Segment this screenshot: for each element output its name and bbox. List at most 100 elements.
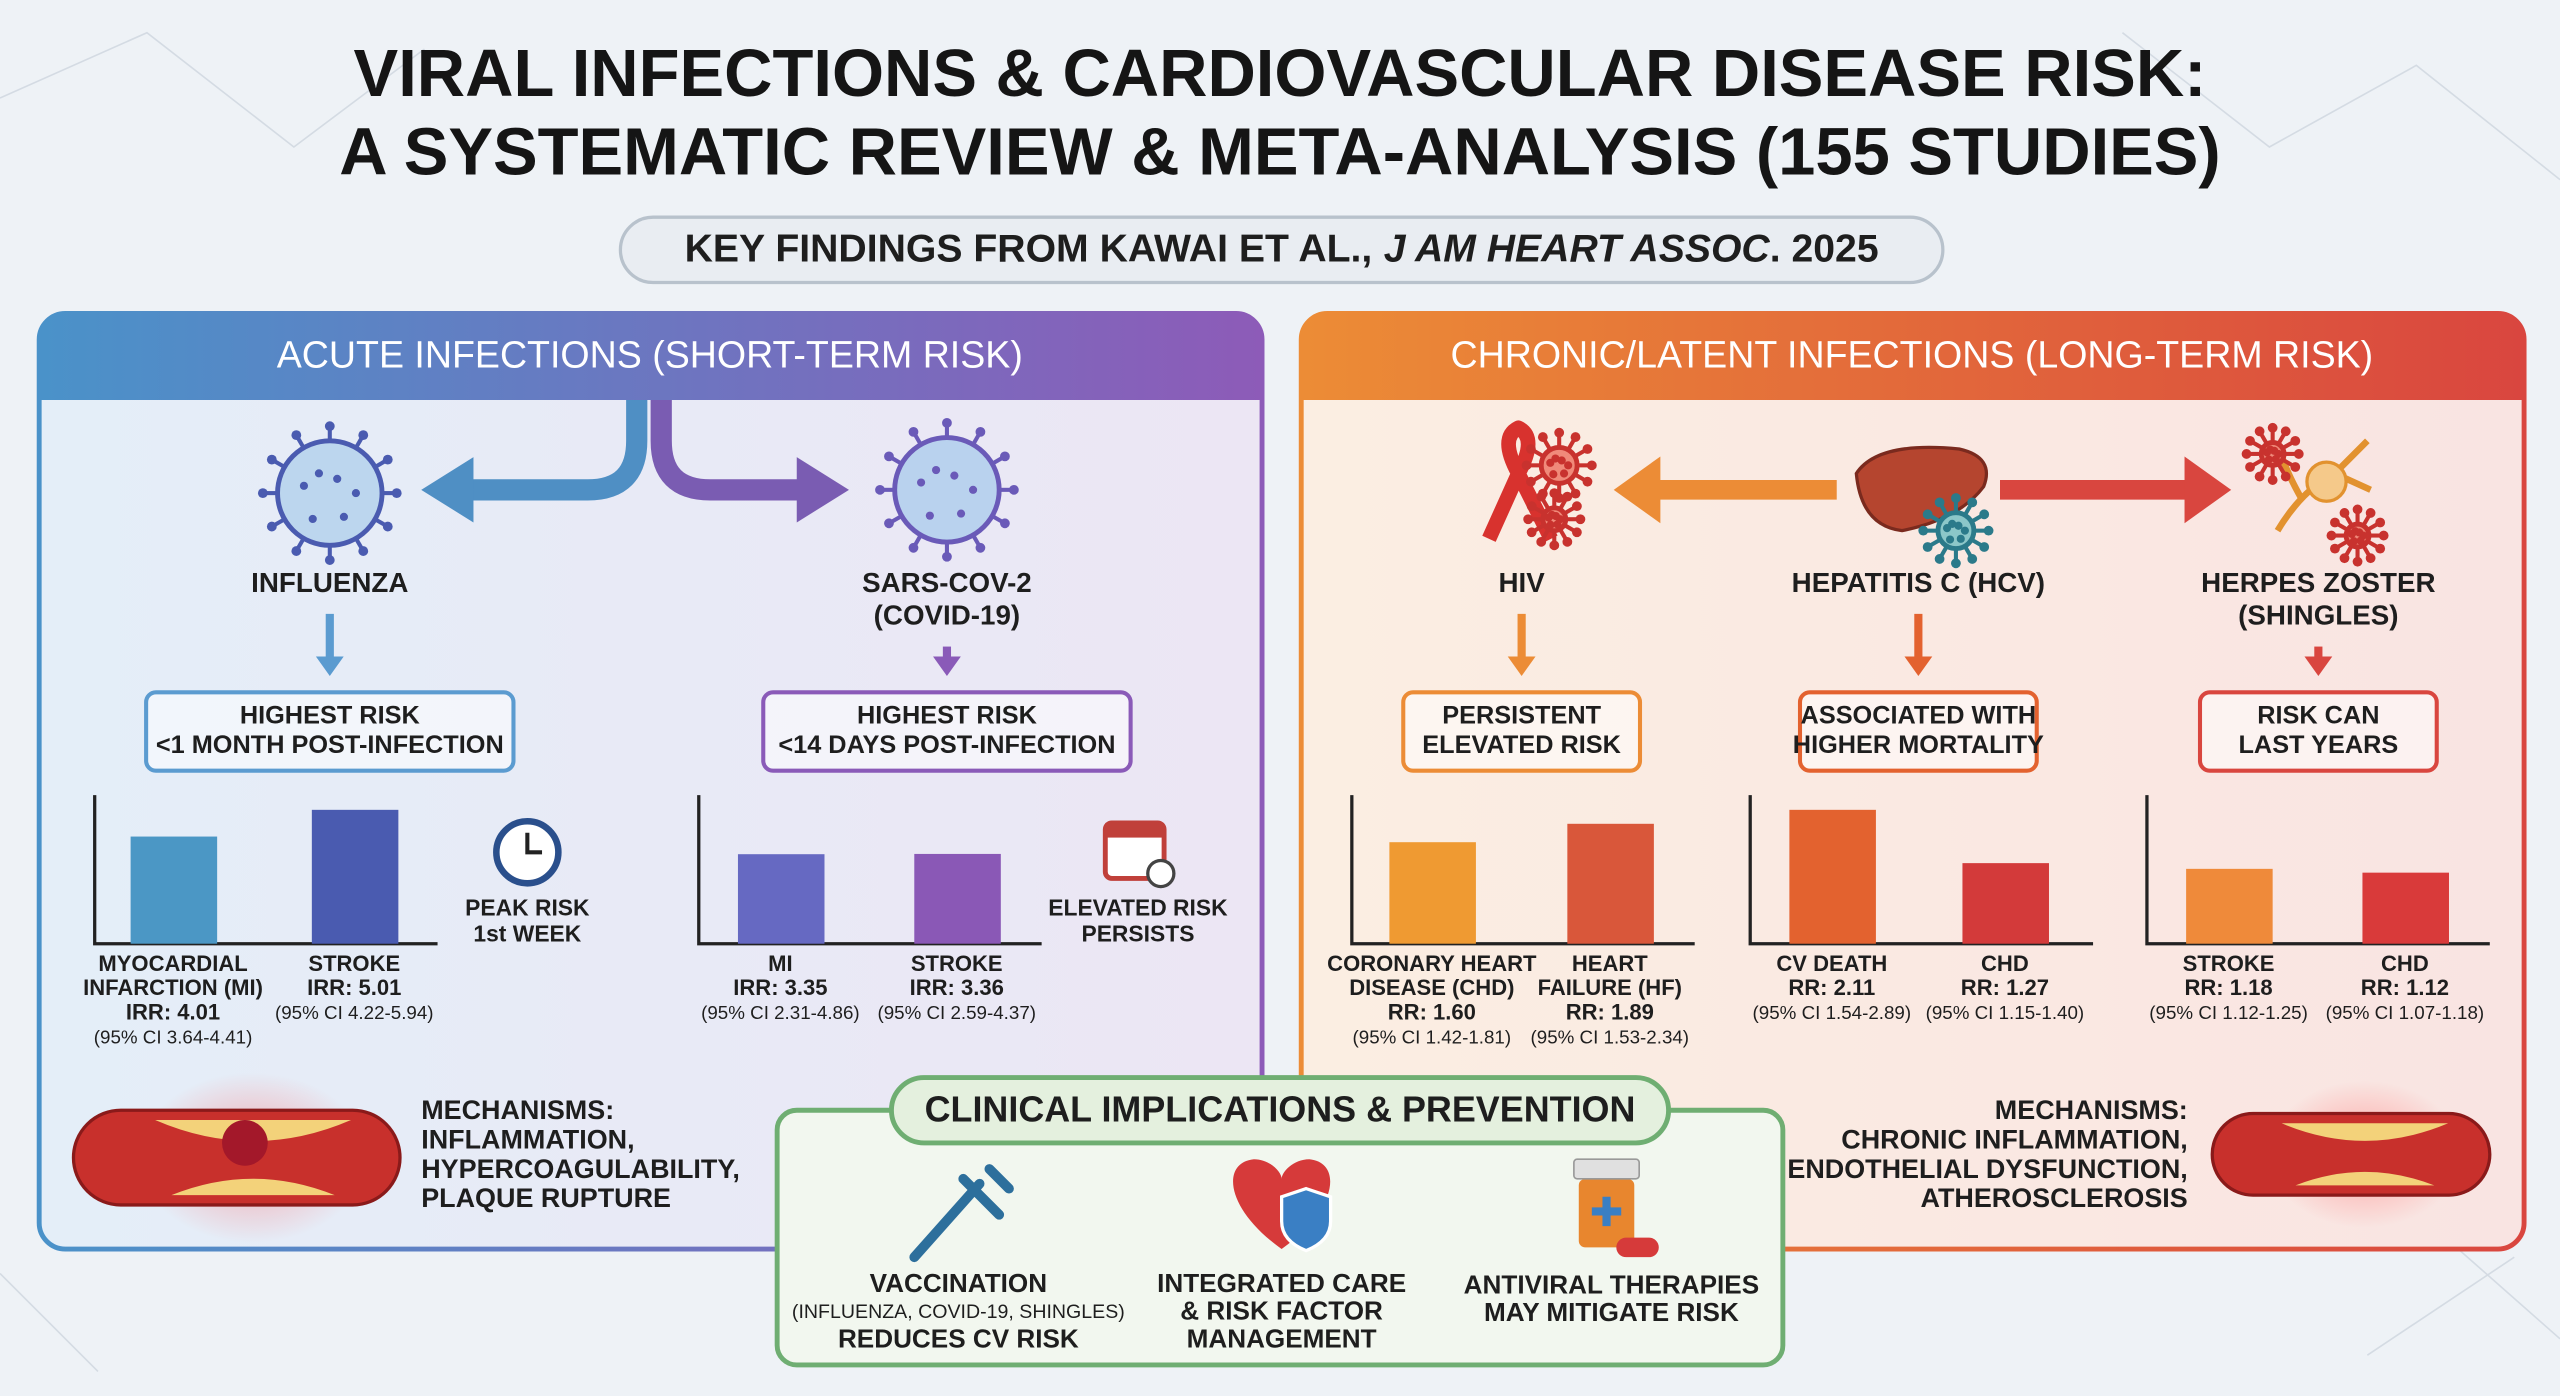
virus-spike-tip	[2245, 435, 2255, 446]
virus-spike-tip	[1951, 558, 1961, 569]
virus-spike-tip	[2267, 422, 2278, 433]
title-line: VIRAL INFECTIONS & CARDIOVASCULAR DISEAS…	[354, 36, 2207, 111]
virus-dot	[916, 478, 926, 487]
virus-spike-tip	[942, 551, 952, 562]
background-network	[0, 31, 2560, 1373]
virus-spike-tip	[2375, 543, 2386, 554]
virus-spike-tip	[2326, 530, 2337, 541]
bar-value-label: IRR: 4.01	[126, 1000, 220, 1025]
bar-label: INFARCTION (MI)	[83, 975, 263, 1000]
virus-spike-tip	[2290, 435, 2301, 446]
bar-label: STROKE	[308, 951, 400, 976]
arrow-head	[315, 656, 344, 676]
bar-value-label: RR: 1.12	[2361, 975, 2449, 1000]
virus-spike-tip	[358, 430, 369, 441]
bar-ci: (95% CI 1.12-1.25)	[2149, 1002, 2308, 1023]
chronic-header-band	[1301, 313, 2525, 401]
virus-spike-tip	[1549, 488, 1560, 498]
clot	[222, 1120, 268, 1166]
virus-dot	[1553, 520, 1562, 529]
bar	[914, 853, 1001, 944]
virus-spike-tip	[2365, 553, 2376, 564]
virus-spike-tip	[1526, 476, 1536, 487]
virus-body	[275, 438, 385, 548]
side-note: ELEVATED RISK	[1048, 894, 1228, 920]
virus-spike-tip	[1526, 501, 1537, 512]
implication-text: MANAGEMENT	[1187, 1323, 1377, 1353]
virus-spike-tip	[975, 542, 986, 553]
virus-icon	[2241, 422, 2304, 485]
infection-name: HEPATITIS C (HCV)	[1792, 567, 2045, 598]
virus-dot	[2355, 528, 2364, 537]
subtitle-journal: J AM HEART ASSOC	[1384, 228, 1771, 271]
virus-spike-tip	[1979, 542, 1990, 552]
risk-box	[1797, 690, 2039, 773]
virus-spike-tip	[382, 454, 393, 465]
virus-spike-tip	[391, 488, 402, 498]
virus-spike-tip	[324, 421, 335, 432]
infection-name: HERPES ZOSTER	[2201, 567, 2435, 598]
virus-body	[892, 435, 1002, 545]
bar-ci: (95% CI 1.53-2.34)	[1531, 1026, 1690, 1047]
virus-spike-tip	[291, 546, 302, 556]
virus-spike-tip	[1526, 527, 1537, 538]
risk-text: HIGHEST RISK	[240, 701, 421, 729]
shield-icon	[1280, 1186, 1333, 1253]
virus-spike-tip	[291, 430, 302, 441]
virus-spike-tip	[1586, 460, 1597, 471]
title-line: A SYSTEMATIC REVIEW & META-ANALYSIS (155…	[339, 114, 2220, 189]
virus-spike-tip	[1562, 491, 1573, 502]
mechanisms-text: PLAQUE RUPTURE	[421, 1183, 671, 1213]
virus-spike-tip	[2339, 508, 2350, 518]
bar-label: STROKE	[2183, 951, 2275, 976]
virus-dot	[1544, 513, 1553, 522]
virus-spike-tip	[1521, 460, 1532, 471]
virus-icon	[1918, 493, 1994, 569]
virus-spike-tip	[2375, 517, 2386, 528]
bar	[1789, 809, 1876, 944]
bar-ci: (95% CI 1.54-2.89)	[1753, 1002, 1912, 1023]
infection-name: INFLUENZA	[251, 567, 408, 598]
virus-dot	[1956, 534, 1965, 543]
infection-name: SARS-COV-2	[862, 567, 1032, 598]
risk-box	[2197, 690, 2439, 773]
bar-label: MYOCARDIAL	[98, 951, 247, 976]
bar-ci: (95% CI 4.22-5.94)	[275, 1002, 434, 1023]
virus-dot	[2349, 537, 2358, 546]
virus-spike-tip	[1951, 493, 1961, 503]
implication-text: REDUCES CV RISK	[838, 1323, 1079, 1353]
bar-label: CHD	[2381, 951, 2429, 976]
bar-ci: (95% CI 1.15-1.40)	[1926, 1002, 2085, 1023]
virus-spike-tip	[2280, 426, 2291, 437]
bar-label: CHD	[1981, 951, 2029, 976]
implication-text: & RISK FACTOR	[1180, 1296, 1383, 1326]
virus-dot	[1546, 520, 1555, 529]
side-note: 1st WEEK	[473, 921, 581, 947]
bar-ci: (95% CI 3.64-4.41)	[94, 1026, 253, 1047]
virus-spike-tip	[2267, 475, 2278, 485]
virus-spike-tip	[1554, 427, 1565, 438]
virus-dot	[1549, 470, 1558, 479]
virus-spike-tip	[1570, 432, 1581, 442]
risk-text: HIGHER MORTALITY	[1793, 731, 2044, 759]
panel-heading: CHRONIC/LATENT INFECTIONS (LONG-TERM RIS…	[1450, 334, 2373, 376]
virus-dot	[956, 509, 966, 518]
arrow-head	[2304, 656, 2333, 676]
bar-ci: (95% CI 1.07-1.18)	[2326, 1002, 2485, 1023]
virus-dot	[968, 485, 978, 494]
risk-text: <1 MONTH POST-INFECTION	[156, 731, 504, 759]
virus-spike-tip	[257, 488, 268, 498]
mechanisms-text: MECHANISMS:	[1995, 1095, 2188, 1125]
plaque	[2281, 1123, 2449, 1186]
mechanisms-text: MECHANISMS:	[421, 1095, 614, 1125]
implication-text: (INFLUENZA, COVID-19, SHINGLES)	[792, 1301, 1125, 1323]
virus-dot	[2264, 455, 2273, 464]
virus-spike-tip	[2254, 471, 2265, 482]
virus-dot	[950, 471, 959, 480]
infection-name: (COVID-19)	[874, 600, 1020, 631]
virus-spike-tip	[2241, 449, 2252, 459]
risk-text: ASSOCIATED WITH	[1801, 701, 2037, 729]
bar-value-label: IRR: 5.01	[307, 975, 401, 1000]
bar-ci: (95% CI 2.31-4.86)	[701, 1002, 860, 1023]
branch-arrow	[650, 400, 804, 501]
